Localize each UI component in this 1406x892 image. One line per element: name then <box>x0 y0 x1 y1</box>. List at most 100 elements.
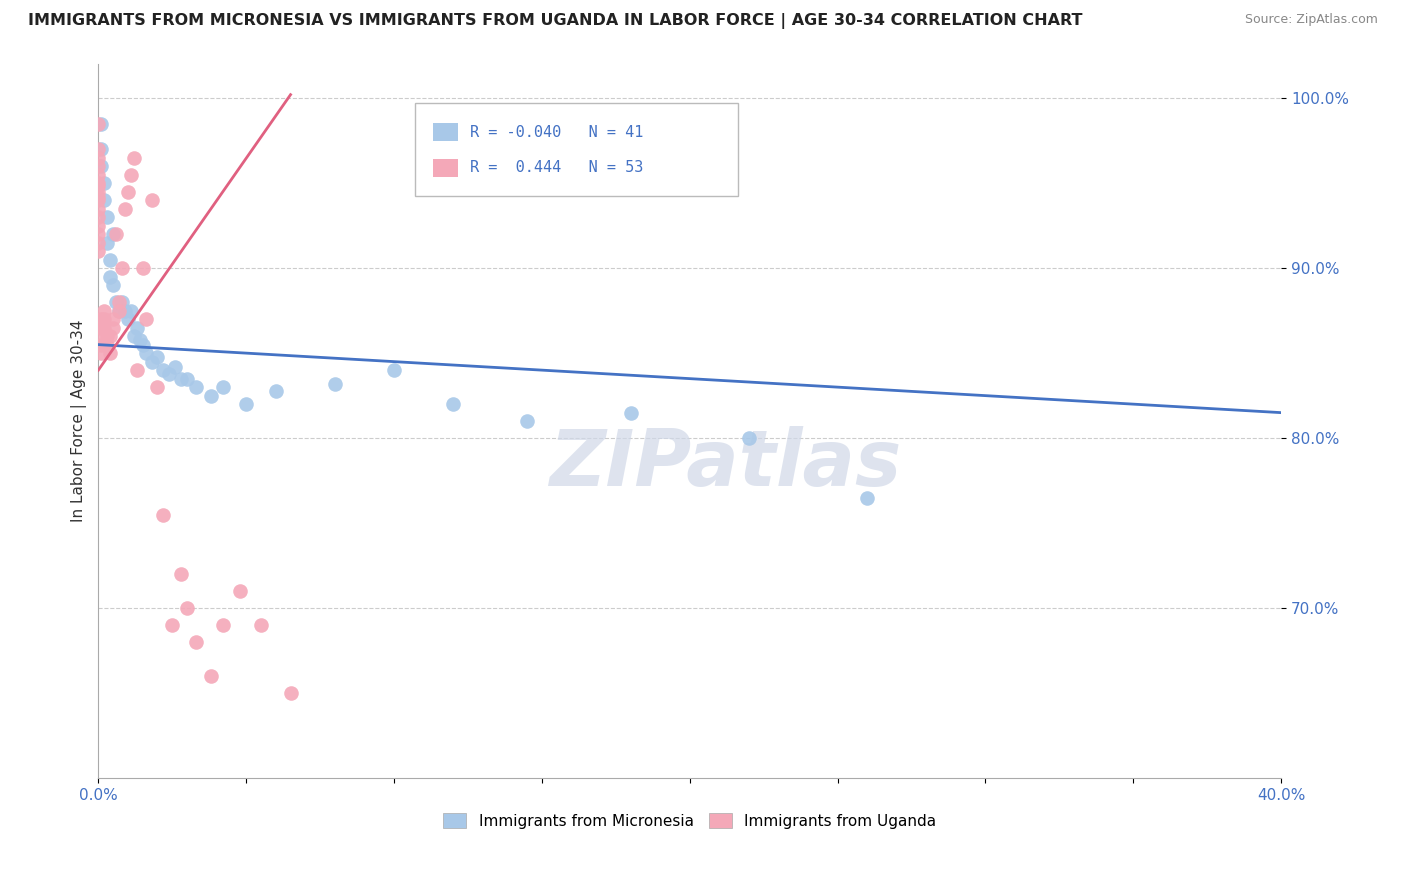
Point <box>856 491 879 505</box>
Point <box>125 363 148 377</box>
Point <box>125 320 148 334</box>
Point <box>93 193 115 207</box>
Point <box>211 618 233 632</box>
Point <box>87 190 110 204</box>
Point <box>111 295 134 310</box>
Point <box>98 346 121 360</box>
Point <box>170 567 193 582</box>
Text: Source: ZipAtlas.com: Source: ZipAtlas.com <box>1244 13 1378 27</box>
Point <box>90 346 112 360</box>
Point <box>90 142 112 156</box>
Point <box>122 151 145 165</box>
Point <box>516 414 538 428</box>
Point <box>141 354 163 368</box>
Point <box>131 261 153 276</box>
Point <box>96 235 118 250</box>
Point <box>146 350 169 364</box>
Point <box>87 142 110 156</box>
Point <box>108 295 131 310</box>
Point <box>131 337 153 351</box>
Point <box>176 601 198 615</box>
Point <box>117 185 139 199</box>
Point <box>170 371 193 385</box>
Point <box>184 635 207 649</box>
Point <box>146 380 169 394</box>
Point <box>96 210 118 224</box>
Point <box>105 227 128 241</box>
Point <box>152 508 174 522</box>
Point <box>117 312 139 326</box>
Point <box>90 117 112 131</box>
Point <box>135 346 157 360</box>
Point <box>90 320 112 334</box>
Point <box>619 406 641 420</box>
Point <box>87 244 110 259</box>
Point <box>101 320 124 334</box>
Point <box>176 371 198 385</box>
Point <box>323 376 346 391</box>
Point <box>90 329 112 343</box>
Point <box>184 380 207 394</box>
Point <box>87 176 110 190</box>
Point <box>120 303 142 318</box>
Point <box>135 312 157 326</box>
Point <box>93 176 115 190</box>
Point <box>105 295 128 310</box>
Point <box>122 329 145 343</box>
Point <box>101 278 124 293</box>
Point <box>111 261 134 276</box>
Point <box>211 380 233 394</box>
Point <box>90 159 112 173</box>
Text: R =  0.444   N = 53: R = 0.444 N = 53 <box>470 161 643 175</box>
Point <box>152 363 174 377</box>
Point <box>93 303 115 318</box>
Point <box>157 367 180 381</box>
Text: ZIPatlas: ZIPatlas <box>550 426 901 502</box>
Point <box>87 151 110 165</box>
Point <box>114 202 136 216</box>
Point <box>87 159 110 173</box>
Point <box>87 168 110 182</box>
Point <box>101 312 124 326</box>
Point <box>200 389 222 403</box>
Point <box>93 312 115 326</box>
Point <box>229 584 252 599</box>
Text: IMMIGRANTS FROM MICRONESIA VS IMMIGRANTS FROM UGANDA IN LABOR FORCE | AGE 30-34 : IMMIGRANTS FROM MICRONESIA VS IMMIGRANTS… <box>28 13 1083 29</box>
Point <box>141 193 163 207</box>
Text: R = -0.040   N = 41: R = -0.040 N = 41 <box>470 125 643 139</box>
Point <box>87 185 110 199</box>
Point <box>87 117 110 131</box>
Point <box>90 312 112 326</box>
Point <box>98 252 121 267</box>
Point <box>108 303 131 318</box>
Point <box>87 210 110 224</box>
Point <box>87 227 110 241</box>
Legend: Immigrants from Micronesia, Immigrants from Uganda: Immigrants from Micronesia, Immigrants f… <box>437 806 942 835</box>
Point <box>87 193 110 207</box>
Point <box>738 431 761 445</box>
Point <box>108 303 131 318</box>
Point <box>264 384 287 398</box>
Point <box>90 337 112 351</box>
Point <box>165 359 187 374</box>
Point <box>98 269 121 284</box>
Point <box>441 397 464 411</box>
Point <box>87 235 110 250</box>
Point <box>120 168 142 182</box>
Point <box>87 219 110 233</box>
Point <box>382 363 405 377</box>
Point <box>280 686 302 700</box>
Point <box>114 303 136 318</box>
Point <box>96 329 118 343</box>
Point <box>200 669 222 683</box>
Point <box>235 397 257 411</box>
Point <box>250 618 273 632</box>
Point <box>101 227 124 241</box>
Point <box>128 333 150 347</box>
Point <box>96 337 118 351</box>
Y-axis label: In Labor Force | Age 30-34: In Labor Force | Age 30-34 <box>72 320 87 523</box>
Point <box>162 618 184 632</box>
Point <box>87 179 110 194</box>
Point <box>98 329 121 343</box>
Point <box>87 202 110 216</box>
